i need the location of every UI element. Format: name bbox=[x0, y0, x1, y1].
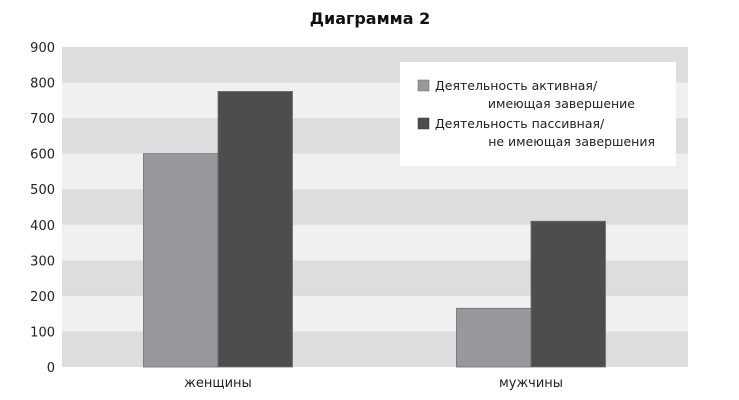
legend-label-active-line1: Деятельность активная/ bbox=[435, 78, 598, 93]
legend-label-active-line2: имеющая завершение bbox=[488, 96, 635, 111]
chart-title: Диаграмма 2 bbox=[310, 9, 431, 28]
legend-label-passive-line2: не имеющая завершения bbox=[488, 134, 655, 149]
y-tick-label: 300 bbox=[30, 254, 55, 269]
legend-box bbox=[400, 62, 676, 166]
y-tick-label: 100 bbox=[30, 325, 55, 340]
legend-swatch-passive bbox=[417, 117, 430, 130]
x-axis: женщины мужчины bbox=[184, 376, 563, 391]
legend: Деятельность активная/ имеющая завершени… bbox=[400, 62, 676, 166]
y-tick-label: 700 bbox=[30, 112, 55, 127]
y-tick-label: 900 bbox=[30, 41, 55, 56]
y-tick-label: 600 bbox=[30, 148, 55, 163]
legend-swatch-active bbox=[417, 79, 430, 92]
legend-label-passive-line1: Деятельность пассивная/ bbox=[435, 116, 605, 131]
bars bbox=[143, 91, 606, 368]
bar-passive-1 bbox=[530, 220, 606, 368]
bar-active-0 bbox=[143, 153, 219, 368]
y-tick-label: 400 bbox=[30, 219, 55, 234]
y-axis: 0 100 200 300 400 500 600 700 800 900 bbox=[30, 41, 55, 376]
x-category-label: женщины bbox=[184, 376, 252, 391]
y-tick-label: 800 bbox=[30, 77, 55, 92]
bar-active-1 bbox=[456, 307, 532, 368]
y-tick-label: 200 bbox=[30, 290, 55, 305]
y-tick-label: 0 bbox=[47, 361, 55, 376]
x-category-label: мужчины bbox=[499, 376, 563, 391]
y-tick-label: 500 bbox=[30, 183, 55, 198]
bar-passive-0 bbox=[217, 91, 293, 368]
